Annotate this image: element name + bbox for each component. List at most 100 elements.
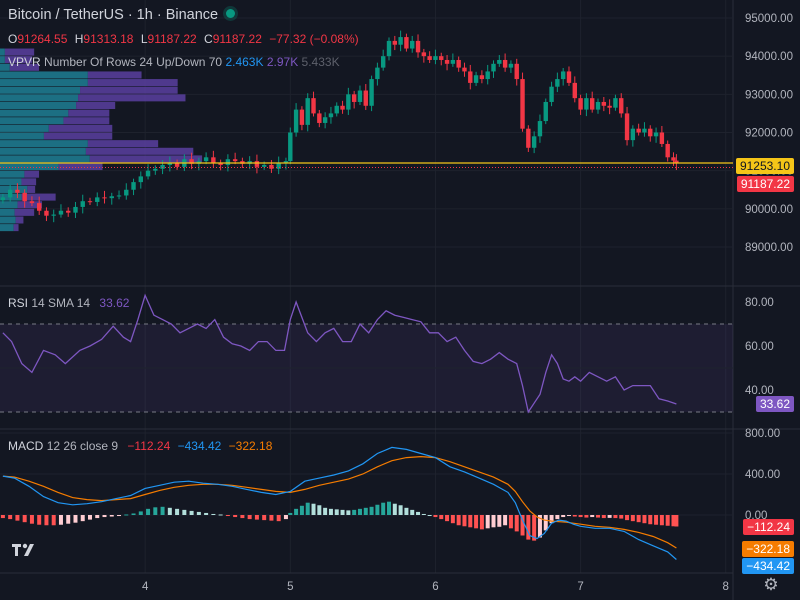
vpvr-down-bar bbox=[43, 132, 113, 140]
macd-histogram-bar bbox=[160, 506, 165, 515]
candle-body bbox=[36, 203, 42, 211]
macd-line-tag: −434.42 bbox=[742, 558, 794, 574]
candle-body bbox=[439, 56, 444, 60]
candle-body bbox=[351, 94, 357, 102]
vpvr-legend[interactable]: VPVR Number Of Rows 24 Up/Down 70 2.463K… bbox=[8, 55, 340, 69]
candle-body bbox=[520, 79, 525, 129]
macd-histogram-bar bbox=[138, 511, 143, 515]
candle-body bbox=[590, 98, 595, 110]
macd-histogram-bar bbox=[276, 515, 281, 522]
macd-histogram-bar bbox=[508, 515, 513, 529]
vpvr-down-bar bbox=[63, 117, 110, 125]
macd-histogram-bar bbox=[196, 511, 201, 515]
macd-legend[interactable]: MACD 12 26 close 9 −112.24 −434.42 −322.… bbox=[8, 439, 272, 453]
candle-body bbox=[404, 37, 409, 49]
macd-histogram-bar bbox=[648, 515, 653, 525]
macd-signal-line bbox=[2, 455, 677, 549]
macd-histogram-bar bbox=[381, 502, 386, 515]
candle-body bbox=[630, 128, 636, 141]
vpvr-up-bar bbox=[0, 48, 5, 56]
ohlc-legend: O91264.55 H91313.18 L91187.22 C91187.22 … bbox=[8, 32, 363, 46]
macd-histogram-bar bbox=[29, 515, 34, 524]
time-axis-tick: 6 bbox=[432, 581, 438, 593]
candle-body bbox=[80, 201, 85, 207]
candle-body bbox=[218, 163, 223, 165]
candle-body bbox=[51, 214, 56, 216]
macd-histogram-bar bbox=[410, 509, 415, 515]
price-axis-tick: 95000.00 bbox=[745, 13, 793, 25]
macd-histogram-bar bbox=[613, 515, 618, 519]
macd-histogram-bar bbox=[87, 515, 92, 520]
macd-histogram-bar bbox=[445, 515, 450, 522]
candle-body bbox=[375, 67, 380, 80]
vpvr-up-bar bbox=[0, 117, 64, 125]
gear-icon[interactable]: ⚙ bbox=[763, 575, 779, 594]
macd-histogram-bar bbox=[398, 505, 403, 515]
macd-histogram-bar bbox=[305, 502, 310, 515]
vpvr-up-bar bbox=[0, 79, 88, 87]
vpvr-down-volume: 2.97K bbox=[266, 55, 299, 69]
macd-histogram-bar bbox=[555, 515, 560, 520]
candle-body bbox=[211, 157, 216, 164]
candle-body bbox=[328, 113, 334, 118]
macd-histogram-bar bbox=[73, 515, 78, 523]
macd-histogram-bar bbox=[526, 515, 531, 540]
candle-body bbox=[340, 105, 345, 110]
vpvr-down-bar bbox=[24, 170, 40, 178]
candle-body bbox=[66, 210, 71, 213]
macd-histogram-bar bbox=[654, 515, 659, 525]
vpvr-up-bar bbox=[0, 208, 15, 216]
macd-histogram-bar bbox=[15, 515, 20, 521]
macd-histogram-bar bbox=[102, 515, 107, 518]
candle-body bbox=[514, 63, 519, 80]
candle-body bbox=[415, 40, 421, 53]
candle-body bbox=[456, 59, 461, 68]
vpvr-up-bar bbox=[0, 124, 49, 132]
candle-body bbox=[619, 98, 624, 114]
candle-body bbox=[225, 159, 231, 165]
candle-body bbox=[427, 56, 432, 60]
vpvr-up-bar bbox=[0, 170, 25, 178]
poc-price-tag: 91253.10 bbox=[735, 158, 794, 174]
vpvr-total-volume: 5.433K bbox=[301, 55, 340, 69]
macd-histogram-bar bbox=[323, 507, 328, 515]
candle-body bbox=[299, 109, 305, 125]
candle-body bbox=[138, 176, 143, 183]
candle-body bbox=[102, 197, 107, 199]
candle-body bbox=[508, 63, 514, 68]
macd-line-value: −434.42 bbox=[177, 439, 222, 453]
macd-histogram-bar bbox=[124, 514, 129, 516]
vpvr-down-bar bbox=[87, 79, 178, 87]
candle-body bbox=[392, 40, 398, 45]
candle-body bbox=[674, 160, 679, 164]
macd-histogram-bar bbox=[262, 515, 267, 521]
vpvr-up-bar bbox=[0, 201, 18, 209]
macd-histogram-bar bbox=[80, 515, 85, 522]
rsi-axis-tick: 40.00 bbox=[745, 385, 774, 397]
macd-histogram-bar bbox=[311, 503, 316, 515]
macd-histogram-bar bbox=[247, 515, 252, 520]
macd-histogram-bar bbox=[254, 515, 259, 520]
tradingview-logo[interactable] bbox=[10, 540, 38, 560]
macd-histogram-bar bbox=[514, 515, 519, 532]
rsi-legend[interactable]: RSI 14 SMA 14 33.62 bbox=[8, 296, 129, 310]
vpvr-down-bar bbox=[13, 224, 19, 232]
candle-body bbox=[167, 163, 173, 165]
macd-histogram-bar bbox=[211, 513, 216, 515]
candle-body bbox=[145, 170, 151, 177]
candle-body bbox=[311, 98, 316, 114]
macd-histogram-bar bbox=[299, 505, 304, 515]
candle-body bbox=[497, 59, 502, 64]
open-label: O bbox=[8, 32, 18, 46]
candle-body bbox=[124, 189, 129, 196]
macd-histogram-bar bbox=[479, 515, 484, 530]
candle-body bbox=[450, 59, 456, 64]
vpvr-up-bar bbox=[0, 109, 69, 117]
vpvr-down-bar bbox=[4, 56, 33, 64]
macd-histogram-bar bbox=[416, 511, 421, 515]
time-axis-tick: 5 bbox=[287, 581, 293, 593]
macd-histogram-bar bbox=[392, 503, 397, 515]
close-value: 91187.22 bbox=[212, 32, 262, 46]
candle-body bbox=[153, 168, 158, 171]
